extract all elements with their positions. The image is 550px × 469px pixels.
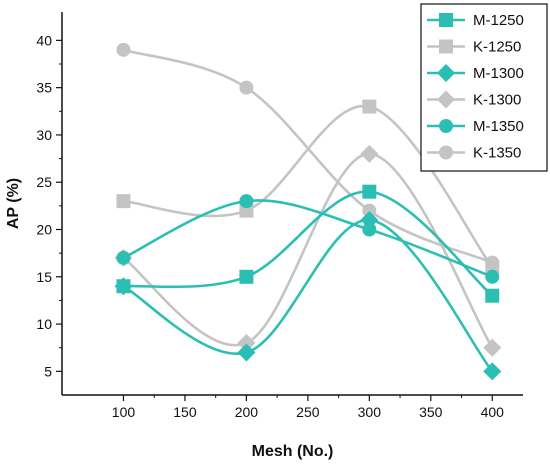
legend-item-m-1350: M-1350 — [427, 118, 524, 135]
legend-box — [420, 3, 548, 172]
data-point-k-1300 — [360, 144, 379, 163]
y-tick-label: 15 — [36, 269, 52, 285]
legend-marker — [439, 39, 453, 54]
legend-item-m-1300: M-1300 — [427, 64, 524, 82]
series-line-k-1350 — [123, 48, 493, 264]
legend-label: M-1300 — [473, 65, 524, 82]
y-tick-label: 40 — [36, 32, 52, 48]
legend-marker — [437, 64, 455, 82]
y-tick-label: 10 — [36, 316, 52, 332]
x-tick-label: 150 — [173, 404, 197, 420]
data-point-k-1300 — [237, 333, 256, 352]
x-tick-label: 400 — [481, 404, 505, 420]
x-tick-label: 200 — [235, 404, 259, 420]
x-axis-title: Mesh (No.) — [252, 443, 334, 460]
series-line-m-1300 — [122, 218, 494, 373]
legend-label: K-1350 — [473, 145, 521, 162]
legend-label: K-1250 — [473, 39, 521, 56]
x-tick-label: 100 — [112, 404, 136, 420]
y-axis-title: AP (%) — [5, 178, 22, 229]
legend-item-k-1250: K-1250 — [427, 39, 521, 56]
x-tick-label: 300 — [358, 404, 382, 420]
series-line-k-1250 — [123, 104, 494, 269]
data-point-m-1250 — [239, 269, 254, 284]
legend: M-1250 K-1250 M-1300 K-1300 M-1350 K-1350 — [420, 3, 548, 172]
data-point-k-1250 — [116, 194, 131, 209]
series-m-1300 — [114, 211, 502, 381]
data-point-k-1300 — [483, 338, 502, 357]
legend-item-m-1250: M-1250 — [427, 12, 524, 29]
legend-label: K-1300 — [473, 92, 521, 109]
legend-marker — [439, 145, 453, 160]
y-tick-label: 25 — [36, 174, 52, 190]
data-point-m-1350 — [239, 194, 254, 209]
legend-label: M-1350 — [473, 118, 524, 135]
data-point-m-1250 — [485, 288, 500, 303]
data-point-k-1350 — [362, 203, 377, 218]
data-point-m-1300 — [237, 343, 256, 362]
data-point-m-1350 — [362, 222, 377, 237]
series-group — [114, 42, 502, 381]
x-tick-label: 350 — [419, 404, 443, 420]
series-line-m-1350 — [122, 199, 493, 279]
data-point-m-1350 — [485, 269, 500, 284]
data-point-m-1250 — [362, 184, 377, 199]
legend-marker — [439, 119, 453, 133]
data-point-k-1350 — [116, 42, 131, 57]
data-point-m-1300 — [114, 277, 133, 296]
series-line-k-1300 — [122, 152, 494, 349]
legend-item-k-1350: K-1350 — [427, 145, 521, 162]
legend-label: M-1250 — [473, 12, 524, 29]
data-point-k-1250 — [362, 99, 377, 114]
y-tick-label: 30 — [36, 127, 52, 143]
series-m-1350 — [116, 194, 500, 284]
data-point-m-1350 — [116, 250, 131, 265]
data-point-k-1350 — [485, 255, 500, 270]
data-point-k-1350 — [239, 80, 254, 95]
data-point-m-1300 — [483, 362, 502, 381]
y-tick-label: 35 — [36, 80, 52, 96]
axes: Mesh (No.) AP (%) 100 150 200 250 300 350 400 5… — [5, 12, 523, 460]
legend-item-k-1300: K-1300 — [427, 90, 521, 109]
y-tick-label: 20 — [36, 222, 52, 238]
series-k-1350 — [116, 42, 500, 270]
legend-marker — [439, 13, 453, 27]
series-line-m-1250 — [123, 190, 494, 297]
x-tick-label: 250 — [296, 404, 320, 420]
y-tick-label: 5 — [44, 363, 52, 379]
legend-marker — [437, 90, 455, 109]
